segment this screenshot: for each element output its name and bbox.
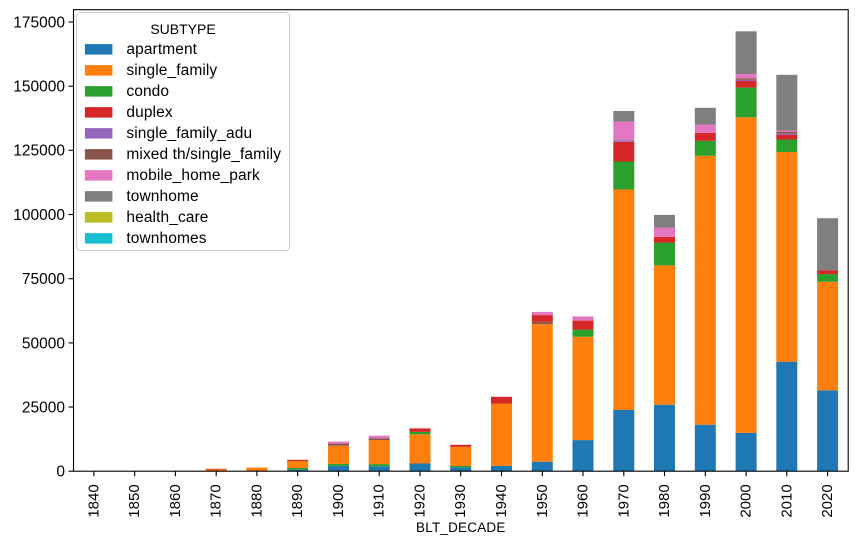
svg-text:1850: 1850	[126, 484, 143, 517]
svg-text:1860: 1860	[167, 484, 184, 517]
svg-text:SUBTYPE: SUBTYPE	[150, 21, 215, 37]
svg-text:1980: 1980	[656, 484, 673, 517]
svg-text:townhome: townhome	[126, 188, 198, 205]
svg-text:1940: 1940	[493, 484, 510, 517]
svg-text:2000: 2000	[738, 484, 755, 517]
svg-text:100000: 100000	[13, 207, 65, 224]
svg-text:1970: 1970	[615, 484, 632, 517]
svg-text:25000: 25000	[22, 399, 65, 416]
svg-text:health_care: health_care	[126, 209, 208, 226]
svg-text:duplex: duplex	[126, 104, 172, 121]
svg-text:condo: condo	[126, 83, 169, 100]
svg-text:1840: 1840	[85, 484, 102, 517]
svg-text:single_family_adu: single_family_adu	[126, 125, 252, 142]
svg-text:1880: 1880	[248, 484, 265, 517]
svg-text:150000: 150000	[13, 79, 65, 96]
svg-text:1920: 1920	[412, 484, 429, 517]
svg-text:125000: 125000	[13, 143, 65, 160]
svg-text:2020: 2020	[819, 484, 836, 517]
svg-text:0: 0	[56, 464, 65, 481]
svg-text:175000: 175000	[13, 14, 65, 31]
svg-text:mobile_home_park: mobile_home_park	[126, 167, 260, 184]
svg-text:1910: 1910	[371, 484, 388, 517]
svg-text:1900: 1900	[330, 484, 347, 517]
svg-text:50000: 50000	[22, 335, 65, 352]
svg-text:1950: 1950	[534, 484, 551, 517]
svg-text:BLT_DECADE: BLT_DECADE	[416, 520, 506, 535]
svg-text:single_family: single_family	[126, 62, 217, 79]
svg-text:75000: 75000	[22, 271, 65, 288]
svg-text:1930: 1930	[452, 484, 469, 517]
svg-text:1890: 1890	[289, 484, 306, 517]
svg-text:apartment: apartment	[126, 41, 197, 58]
svg-text:1960: 1960	[575, 484, 592, 517]
svg-text:mixed th/single_family: mixed th/single_family	[126, 146, 281, 163]
svg-text:1990: 1990	[697, 484, 714, 517]
svg-text:townhomes: townhomes	[126, 230, 206, 247]
svg-text:1870: 1870	[208, 484, 225, 517]
svg-text:2010: 2010	[778, 484, 795, 517]
